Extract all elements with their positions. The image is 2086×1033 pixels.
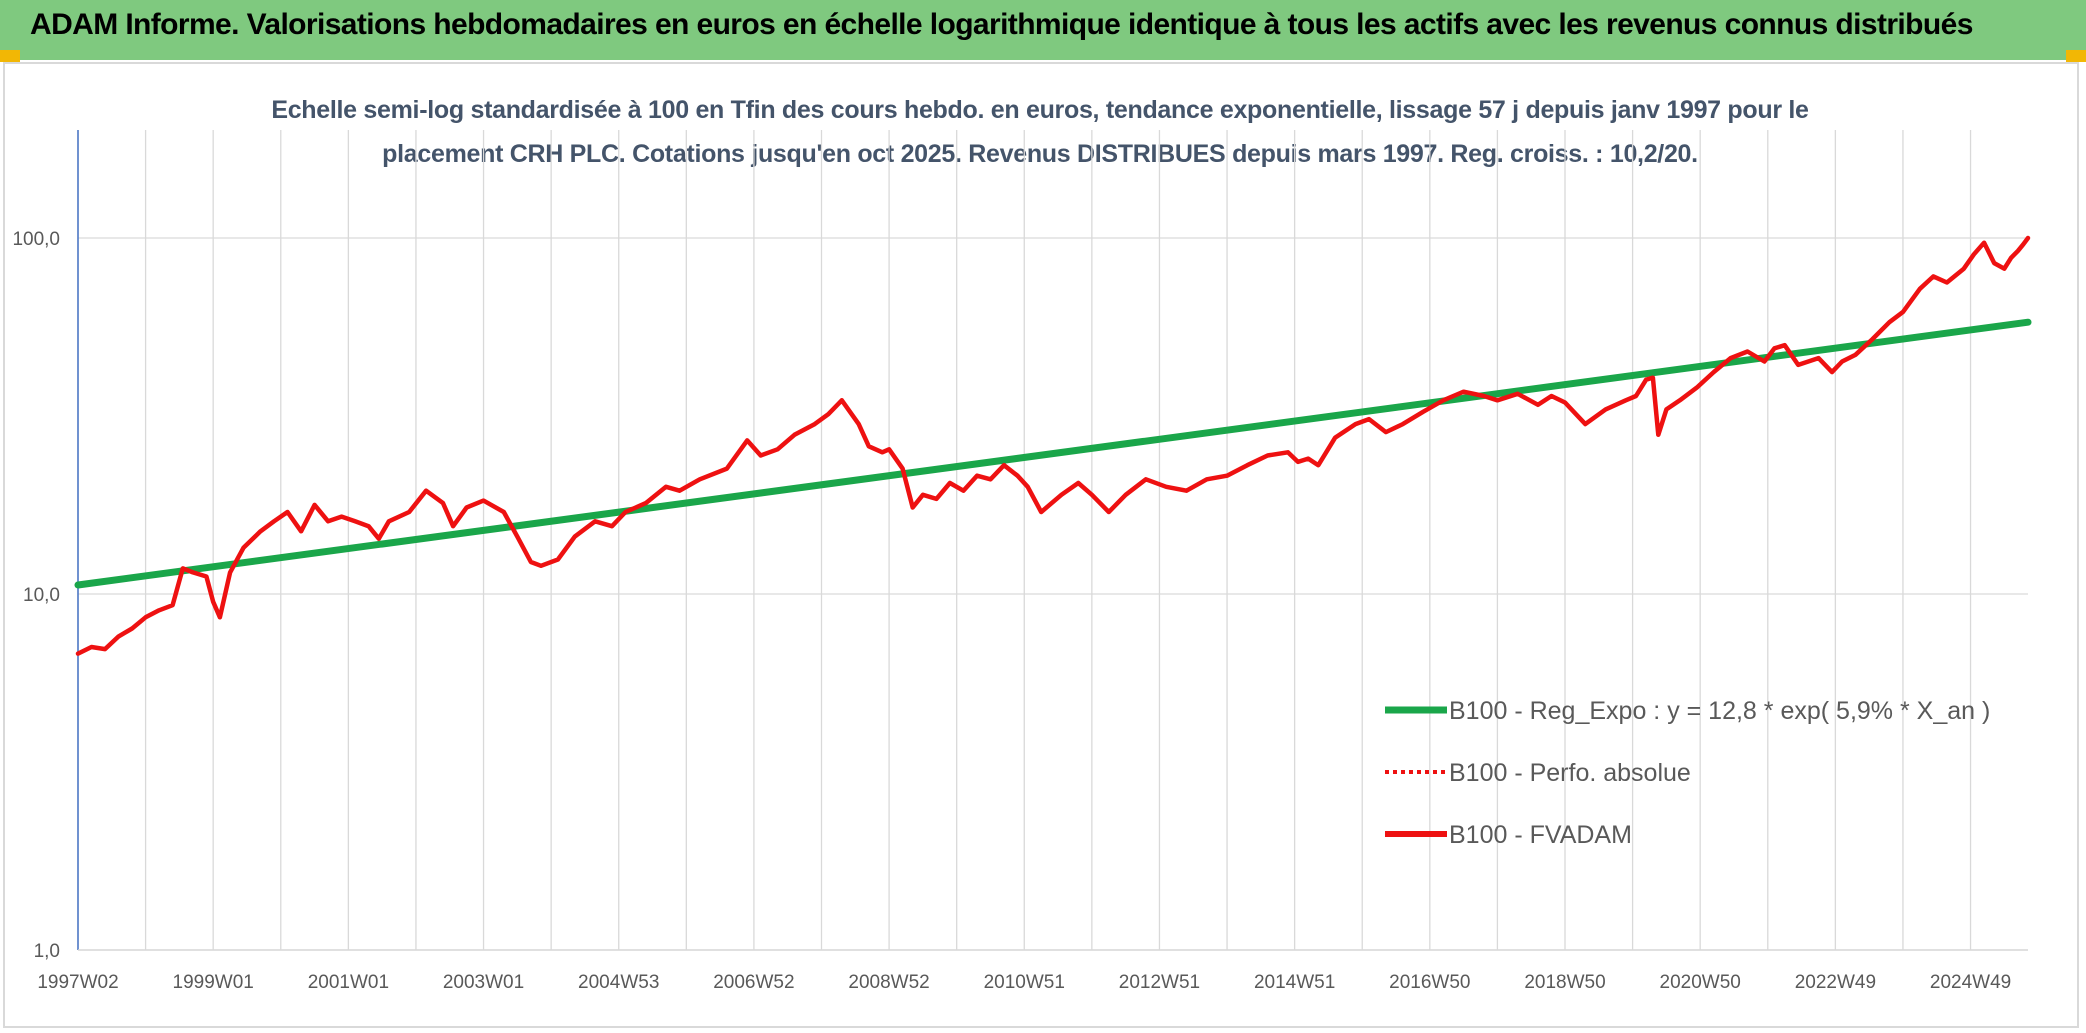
series-layer <box>74 235 2032 656</box>
x-tick-label: 2020W50 <box>1660 972 1741 993</box>
series-line-2 <box>75 235 2031 656</box>
x-tick-label: 2024W49 <box>1930 972 2011 993</box>
x-tick-label: 2008W52 <box>848 972 929 993</box>
corner-marker-left <box>0 50 20 62</box>
page-title: ADAM Informe. Valorisations hebdomadaire… <box>30 8 1973 41</box>
legend-label-1: B100 - Perfo. absolue <box>1449 759 1691 787</box>
chart-subtitle-line2: placement CRH PLC. Cotations jusqu'en oc… <box>382 140 1698 168</box>
header-banner: ADAM Informe. Valorisations hebdomadaire… <box>0 0 2086 60</box>
x-tick-label: 2018W50 <box>1524 972 1605 993</box>
series-line-0 <box>74 318 2032 589</box>
x-tick-label: 2003W01 <box>443 972 524 993</box>
x-tick-label: 2016W50 <box>1389 972 1470 993</box>
x-tick-label: 2006W52 <box>713 972 794 993</box>
y-tick-label: 1,0 <box>34 941 60 962</box>
legend-label-0: B100 - Reg_Expo : y = 12,8 * exp( 5,9% *… <box>1449 697 1990 725</box>
x-tick-label: 1997W02 <box>37 972 118 993</box>
legend-label-2: B100 - FVADAM <box>1449 821 1632 849</box>
x-tick-label: 1999W01 <box>173 972 254 993</box>
grid-layer <box>77 130 2028 951</box>
chart-subtitle: Echelle semi-log standardisée à 100 en T… <box>240 88 1840 176</box>
y-tick-label: 10,0 <box>23 585 60 606</box>
y-tick-label: 100,0 <box>12 229 60 250</box>
x-tick-label: 2010W51 <box>984 972 1065 993</box>
corner-marker-right <box>2066 50 2086 62</box>
x-tick-label: 2022W49 <box>1795 972 1876 993</box>
x-tick-label: 2012W51 <box>1119 972 1200 993</box>
chart-subtitle-line1: Echelle semi-log standardisée à 100 en T… <box>271 96 1809 124</box>
chart-frame <box>3 62 2079 1028</box>
legend: B100 - Reg_Expo : y = 12,8 * exp( 5,9% *… <box>1385 697 1990 849</box>
x-tick-label: 2001W01 <box>308 972 389 993</box>
x-tick-label: 2014W51 <box>1254 972 1335 993</box>
axis-layer: 1,0 10,0 100,0 1997W02 1999W01 2001W01 2003W01… <box>12 130 2028 993</box>
x-tick-label: 2004W53 <box>578 972 659 993</box>
